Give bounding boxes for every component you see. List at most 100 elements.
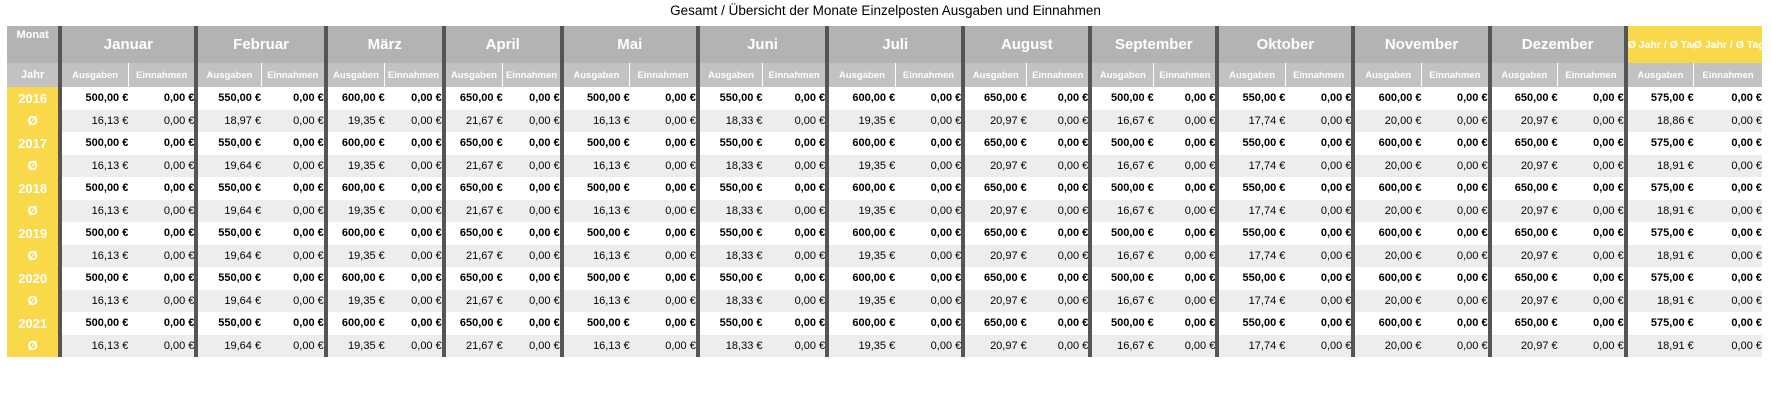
einnahmen-cell: 0,00 € xyxy=(895,312,964,335)
ausgaben-cell: 16,67 € xyxy=(1088,334,1154,357)
month-header: Januar xyxy=(58,26,197,63)
ausgaben-cell: 20,00 € xyxy=(1351,244,1422,267)
einnahmen-subheader: Einnahmen xyxy=(1026,63,1091,87)
summary-einnahmen-cell: 0,00 € xyxy=(1693,222,1762,245)
ausgaben-cell: 600,00 € xyxy=(825,267,896,290)
einnahmen-cell: 0,00 € xyxy=(261,222,326,245)
einnahmen-cell: 0,00 € xyxy=(1285,177,1354,200)
ausgaben-cell: 21,67 € xyxy=(441,289,503,312)
average-row: Ø 16,13 €0,00 €19,64 €0,00 €19,35 €0,00 €… xyxy=(7,244,1762,267)
einnahmen-cell: 0,00 € xyxy=(1557,109,1626,132)
ausgaben-cell: 650,00 € xyxy=(441,267,503,290)
ausgaben-cell: 500,00 € xyxy=(58,87,129,110)
einnahmen-cell: 0,00 € xyxy=(1285,199,1354,222)
ausgaben-cell: 16,13 € xyxy=(559,334,630,357)
ausgaben-cell: 500,00 € xyxy=(58,132,129,155)
einnahmen-cell: 0,00 € xyxy=(629,334,698,357)
einnahmen-cell: 0,00 € xyxy=(895,87,964,110)
einnahmen-cell: 0,00 € xyxy=(1557,267,1626,290)
ausgaben-cell: 500,00 € xyxy=(559,132,630,155)
ausgaben-cell: 550,00 € xyxy=(1215,177,1286,200)
einnahmen-cell: 0,00 € xyxy=(1557,199,1626,222)
ausgaben-subheader: Ausgaben xyxy=(961,63,1027,87)
ausgaben-cell: 550,00 € xyxy=(695,132,763,155)
ausgaben-cell: 550,00 € xyxy=(1215,87,1286,110)
einnahmen-subheader: Einnahmen xyxy=(384,63,444,87)
einnahmen-cell: 0,00 € xyxy=(502,87,562,110)
einnahmen-cell: 0,00 € xyxy=(629,222,698,245)
ausgaben-cell: 650,00 € xyxy=(1487,222,1558,245)
summary-ausgaben-cell: 575,00 € xyxy=(1623,132,1694,155)
overview-table: Monat Januar Februar März April Mai Juni Juli A… xyxy=(7,26,1762,357)
einnahmen-cell: 0,00 € xyxy=(895,289,964,312)
ausgaben-cell: 550,00 € xyxy=(1215,267,1286,290)
einnahmen-cell: 0,00 € xyxy=(1026,154,1091,177)
einnahmen-cell: 0,00 € xyxy=(1421,244,1490,267)
einnahmen-cell: 0,00 € xyxy=(502,177,562,200)
ausgaben-cell: 650,00 € xyxy=(961,267,1027,290)
ausgaben-cell: 500,00 € xyxy=(1088,132,1154,155)
einnahmen-cell: 0,00 € xyxy=(762,132,828,155)
einnahmen-cell: 0,00 € xyxy=(1285,334,1354,357)
summary-einnahmen-cell: 0,00 € xyxy=(1693,244,1762,267)
einnahmen-cell: 0,00 € xyxy=(128,132,197,155)
ausgaben-subheader: Ausgaben xyxy=(194,63,262,87)
year-label: 2016 xyxy=(7,87,61,110)
einnahmen-cell: 0,00 € xyxy=(1285,154,1354,177)
einnahmen-cell: 0,00 € xyxy=(762,199,828,222)
summary-header: Ø Jahr / Ø Tag xyxy=(1623,26,1694,63)
einnahmen-cell: 0,00 € xyxy=(1421,267,1490,290)
ausgaben-cell: 19,35 € xyxy=(825,109,896,132)
einnahmen-cell: 0,00 € xyxy=(128,109,197,132)
ausgaben-subheader: Ausgaben xyxy=(323,63,385,87)
einnahmen-cell: 0,00 € xyxy=(895,199,964,222)
einnahmen-cell: 0,00 € xyxy=(895,244,964,267)
ausgaben-cell: 16,13 € xyxy=(58,199,129,222)
einnahmen-cell: 0,00 € xyxy=(261,109,326,132)
einnahmen-cell: 0,00 € xyxy=(1421,289,1490,312)
einnahmen-cell: 0,00 € xyxy=(384,267,444,290)
einnahmen-cell: 0,00 € xyxy=(261,267,326,290)
ausgaben-cell: 500,00 € xyxy=(1088,267,1154,290)
ausgaben-cell: 16,13 € xyxy=(58,289,129,312)
ausgaben-cell: 600,00 € xyxy=(825,312,896,335)
sub-header-row: Jahr Ausgaben Einnahmen Ausgaben Einnahmen A… xyxy=(7,63,1762,87)
ausgaben-cell: 19,35 € xyxy=(825,154,896,177)
ausgaben-cell: 21,67 € xyxy=(441,109,503,132)
einnahmen-cell: 0,00 € xyxy=(1153,312,1218,335)
corner-year-label: Jahr xyxy=(7,63,61,87)
summary-ausgaben-cell: 18,91 € xyxy=(1623,199,1694,222)
einnahmen-cell: 0,00 € xyxy=(1026,87,1091,110)
einnahmen-cell: 0,00 € xyxy=(1153,109,1218,132)
einnahmen-cell: 0,00 € xyxy=(502,289,562,312)
ausgaben-cell: 650,00 € xyxy=(961,132,1027,155)
einnahmen-cell: 0,00 € xyxy=(1153,154,1218,177)
ausgaben-cell: 650,00 € xyxy=(1487,177,1558,200)
einnahmen-cell: 0,00 € xyxy=(261,334,326,357)
ausgaben-cell: 16,13 € xyxy=(58,244,129,267)
einnahmen-cell: 0,00 € xyxy=(1153,334,1218,357)
einnahmen-cell: 0,00 € xyxy=(502,222,562,245)
einnahmen-cell: 0,00 € xyxy=(384,132,444,155)
ausgaben-cell: 500,00 € xyxy=(559,312,630,335)
average-label: Ø xyxy=(7,109,61,132)
summary-ausgaben-cell: 575,00 € xyxy=(1623,222,1694,245)
einnahmen-cell: 0,00 € xyxy=(762,154,828,177)
ausgaben-cell: 19,35 € xyxy=(825,289,896,312)
einnahmen-cell: 0,00 € xyxy=(1421,199,1490,222)
ausgaben-cell: 19,64 € xyxy=(194,289,262,312)
ausgaben-cell: 650,00 € xyxy=(1487,312,1558,335)
einnahmen-cell: 0,00 € xyxy=(762,289,828,312)
corner-month-label: Monat xyxy=(7,26,61,63)
ausgaben-cell: 20,97 € xyxy=(961,244,1027,267)
summary-ausgaben-cell: 18,91 € xyxy=(1623,154,1694,177)
einnahmen-cell: 0,00 € xyxy=(1421,222,1490,245)
einnahmen-cell: 0,00 € xyxy=(261,289,326,312)
einnahmen-cell: 0,00 € xyxy=(629,154,698,177)
einnahmen-cell: 0,00 € xyxy=(384,222,444,245)
ausgaben-cell: 550,00 € xyxy=(194,222,262,245)
month-header: Juli xyxy=(825,26,964,63)
einnahmen-cell: 0,00 € xyxy=(128,177,197,200)
einnahmen-cell: 0,00 € xyxy=(1153,244,1218,267)
einnahmen-cell: 0,00 € xyxy=(629,199,698,222)
